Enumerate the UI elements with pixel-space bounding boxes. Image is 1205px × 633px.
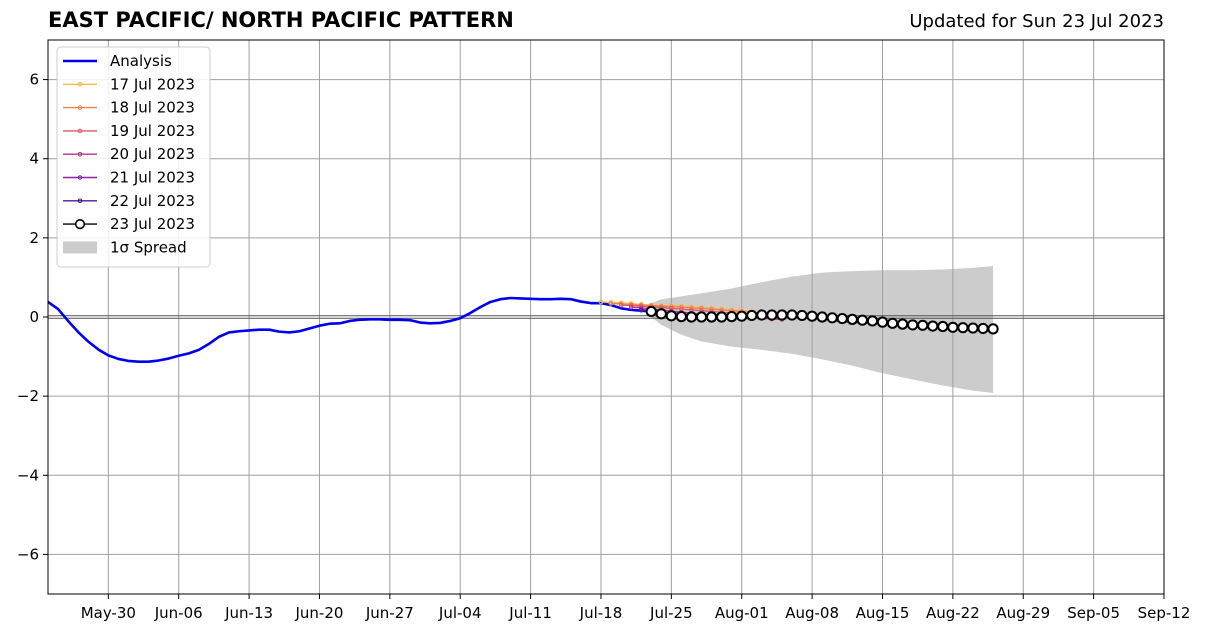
y-axis: −6 −4 −2 0 2 4 6 — [17, 71, 48, 563]
forecast-point — [826, 312, 838, 324]
forecast-point — [598, 299, 604, 305]
forecast-point — [937, 320, 949, 333]
legend-label: 1σ Spread — [110, 238, 187, 256]
x-tick-label: Jul-04 — [438, 604, 482, 622]
legend-marker — [77, 198, 83, 204]
x-tick-label: Jul-25 — [649, 604, 693, 622]
x-tick-label: Aug-08 — [785, 604, 839, 622]
x-tick-label: Jun-27 — [365, 604, 414, 622]
forecast-line — [600, 301, 752, 313]
forecast-point — [645, 305, 657, 318]
forecast-point — [987, 323, 999, 335]
forecast-point — [896, 318, 909, 330]
spread-band — [651, 265, 994, 393]
legend-marker — [77, 82, 83, 87]
forecast-point — [675, 311, 688, 323]
x-tick-label: Jul-18 — [579, 604, 623, 622]
legend-box — [56, 46, 211, 268]
y-tick-label: 0 — [29, 308, 39, 326]
forecast-point — [836, 312, 848, 325]
forecast-point — [746, 309, 758, 322]
legend-label: 21 Jul 2023 — [110, 169, 195, 187]
legend-marker — [77, 128, 83, 134]
zero-line-layer — [48, 315, 1164, 319]
x-tick-label: Aug-15 — [856, 604, 910, 622]
forecast-point — [716, 311, 728, 323]
forecast-point — [927, 320, 939, 332]
forecast-point — [886, 317, 899, 329]
x-tick-label: Aug-01 — [715, 604, 769, 622]
legend-label: 22 Jul 2023 — [110, 192, 195, 210]
forecast-point — [685, 311, 698, 323]
forecast-point — [638, 307, 644, 313]
x-axis: May-30 Jun-06 Jun-13 Jun-20 Jun-27 Jul-04 Jul-… — [81, 594, 1191, 622]
forecast-point — [796, 309, 808, 322]
legend-label: 19 Jul 2023 — [110, 122, 195, 140]
spread-layer — [651, 265, 994, 393]
forecast-point — [977, 322, 989, 335]
legend-marker — [77, 105, 83, 110]
x-tick-label: Jun-06 — [154, 604, 203, 622]
forecast-point — [876, 316, 889, 328]
legend-handle — [63, 241, 97, 254]
x-tick-label: Jun-13 — [224, 604, 273, 622]
x-tick-label: Aug-29 — [996, 604, 1050, 622]
y-tick-label: 4 — [29, 150, 39, 168]
forecast-point — [856, 314, 868, 326]
forecast-point — [957, 322, 969, 334]
legend-marker — [74, 219, 86, 230]
forecast-point — [705, 311, 718, 323]
forecast-point — [736, 310, 748, 322]
forecast-point — [967, 322, 979, 334]
x-tick-label: Jun-20 — [294, 604, 343, 622]
forecast-point — [816, 311, 828, 323]
legend-label: 17 Jul 2023 — [110, 75, 195, 93]
legend-marker — [77, 175, 83, 180]
y-tick-label: 2 — [29, 229, 39, 247]
y-tick-label: −2 — [17, 387, 39, 405]
series-layer — [47, 296, 999, 364]
forecast-point — [846, 313, 858, 325]
y-tick-label: 6 — [29, 71, 39, 89]
x-tick-label: Sep-05 — [1067, 604, 1120, 622]
legend: Analysis 17 Jul 2023 18 Jul 2023 19 Jul 202… — [56, 46, 211, 268]
forecast-point — [917, 319, 929, 331]
forecast-point — [726, 311, 738, 323]
analysis-line — [47, 296, 652, 364]
x-tick-label: Aug-22 — [926, 604, 980, 622]
forecast-point — [618, 302, 624, 308]
forecast-point — [695, 311, 708, 323]
chart-subtitle: Updated for Sun 23 Jul 2023 — [909, 11, 1164, 32]
legend-marker — [77, 151, 83, 157]
forecast-point — [776, 309, 788, 321]
y-tick-label: −6 — [17, 545, 39, 563]
y-tick-label: −4 — [17, 466, 39, 484]
legend-label: 23 Jul 2023 — [110, 215, 195, 233]
legend-label: 18 Jul 2023 — [110, 99, 195, 117]
forecast-point — [655, 308, 667, 320]
legend-label: Analysis — [110, 52, 172, 70]
forecast-point — [669, 305, 674, 311]
forecast-point — [766, 309, 778, 321]
legend-label: 20 Jul 2023 — [110, 145, 195, 163]
grid-layer — [48, 40, 1165, 594]
forecast-point — [608, 301, 614, 306]
forecast-point — [947, 321, 959, 333]
x-tick-label: Jul-11 — [508, 604, 552, 622]
forecast-point — [665, 310, 677, 322]
plot-frame — [47, 39, 1165, 595]
forecast-point — [786, 309, 798, 321]
forecast-point — [756, 309, 768, 321]
forecast-line — [611, 302, 762, 314]
forecast-point — [866, 315, 879, 327]
chart-title: EAST PACIFIC/ NORTH PACIFIC PATTERN — [48, 8, 514, 32]
forecast-point — [628, 304, 634, 310]
x-tick-label: May-30 — [81, 604, 136, 622]
forecast-point — [806, 310, 818, 322]
x-tick-label: Sep-12 — [1138, 604, 1191, 622]
forecast-point — [907, 319, 919, 331]
